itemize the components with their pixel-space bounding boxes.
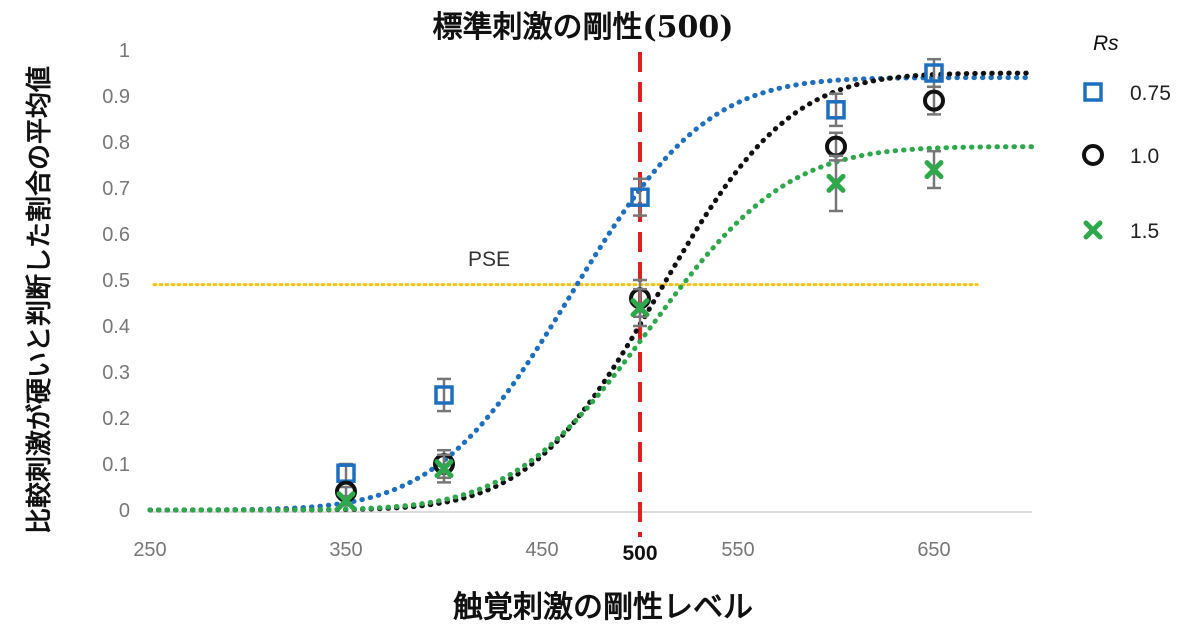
legend-marker-1.5 bbox=[1083, 220, 1103, 240]
legend-marker-0.75 bbox=[1083, 82, 1103, 102]
y-tick-label-10: 1 bbox=[119, 40, 130, 62]
fit-curve-0.75 bbox=[147, 75, 1035, 513]
x-axis-label: 触覚刺激の剛性レベル bbox=[453, 590, 753, 625]
data-point-1.5-600-stroke-b bbox=[826, 173, 846, 193]
legend-label-1.0: 1.0 bbox=[1130, 145, 1159, 168]
legend-label-0.75: 0.75 bbox=[1130, 82, 1171, 105]
data-point-0.75-500 bbox=[630, 187, 650, 207]
data-point-1.5-400 bbox=[434, 459, 454, 479]
data-point-1.5-650 bbox=[924, 160, 944, 180]
data-point-0.75-650 bbox=[924, 63, 944, 83]
legend-label-1.5: 1.5 bbox=[1130, 220, 1159, 243]
x-tick-label-450: 450 bbox=[525, 539, 558, 561]
y-tick-label-6: 0.6 bbox=[102, 224, 130, 246]
data-point-1.5-350-stroke-b bbox=[336, 491, 356, 511]
legend-title: Rs bbox=[1093, 32, 1119, 55]
legend: 0.75 1.0 1.5 bbox=[1082, 82, 1171, 243]
y-tick-label-5: 0.5 bbox=[102, 270, 130, 292]
data-point-1.5-500 bbox=[630, 298, 650, 318]
y-axis-label: 比較刺激が硬いと判断した割合の平均値 bbox=[24, 66, 55, 534]
data-point-1.5-500-stroke-b bbox=[630, 298, 650, 318]
plot-layer: 0 0.1 0.2 0.3 0.4 0.5 0.6 0.7 0.8 0.9 1 250 350 450 50… bbox=[102, 40, 1035, 565]
data-point-1.5-600 bbox=[826, 173, 846, 193]
y-tick-label-3: 0.3 bbox=[102, 362, 130, 384]
y-tick-label-2: 0.2 bbox=[102, 408, 130, 430]
y-tick-label-0: 0 bbox=[119, 500, 130, 522]
y-tick-label-4: 0.4 bbox=[102, 316, 130, 338]
data-point-1.0-650 bbox=[923, 89, 945, 112]
chart-title: 標準刺激の剛性(500) bbox=[432, 10, 733, 45]
data-point-1.5-650-stroke-b bbox=[924, 160, 944, 180]
x-tick-label-550: 550 bbox=[721, 539, 754, 561]
pse-annotation: PSE bbox=[468, 248, 510, 271]
y-tick-label-8: 0.8 bbox=[102, 132, 130, 154]
x-tick-label-500: 500 bbox=[622, 542, 657, 565]
y-tick-label-7: 0.7 bbox=[102, 178, 130, 200]
legend-marker-1.5-stroke-b bbox=[1083, 220, 1103, 240]
y-tick-label-1: 0.1 bbox=[102, 454, 130, 476]
x-tick-label-650: 650 bbox=[917, 539, 950, 561]
data-point-1.5-400-stroke-b bbox=[434, 459, 454, 479]
y-tick-label-9: 0.9 bbox=[102, 86, 130, 108]
x-tick-label-350: 350 bbox=[329, 539, 362, 561]
legend-marker-1.0 bbox=[1082, 144, 1104, 166]
fit-curve-1.5 bbox=[147, 144, 1035, 513]
x-tick-label-250: 250 bbox=[133, 539, 166, 561]
fit-curve-1.0 bbox=[147, 70, 1035, 513]
data-point-0.75-600 bbox=[826, 100, 846, 120]
data-point-0.75-400 bbox=[434, 385, 454, 405]
data-point-1.5-350 bbox=[336, 491, 356, 511]
